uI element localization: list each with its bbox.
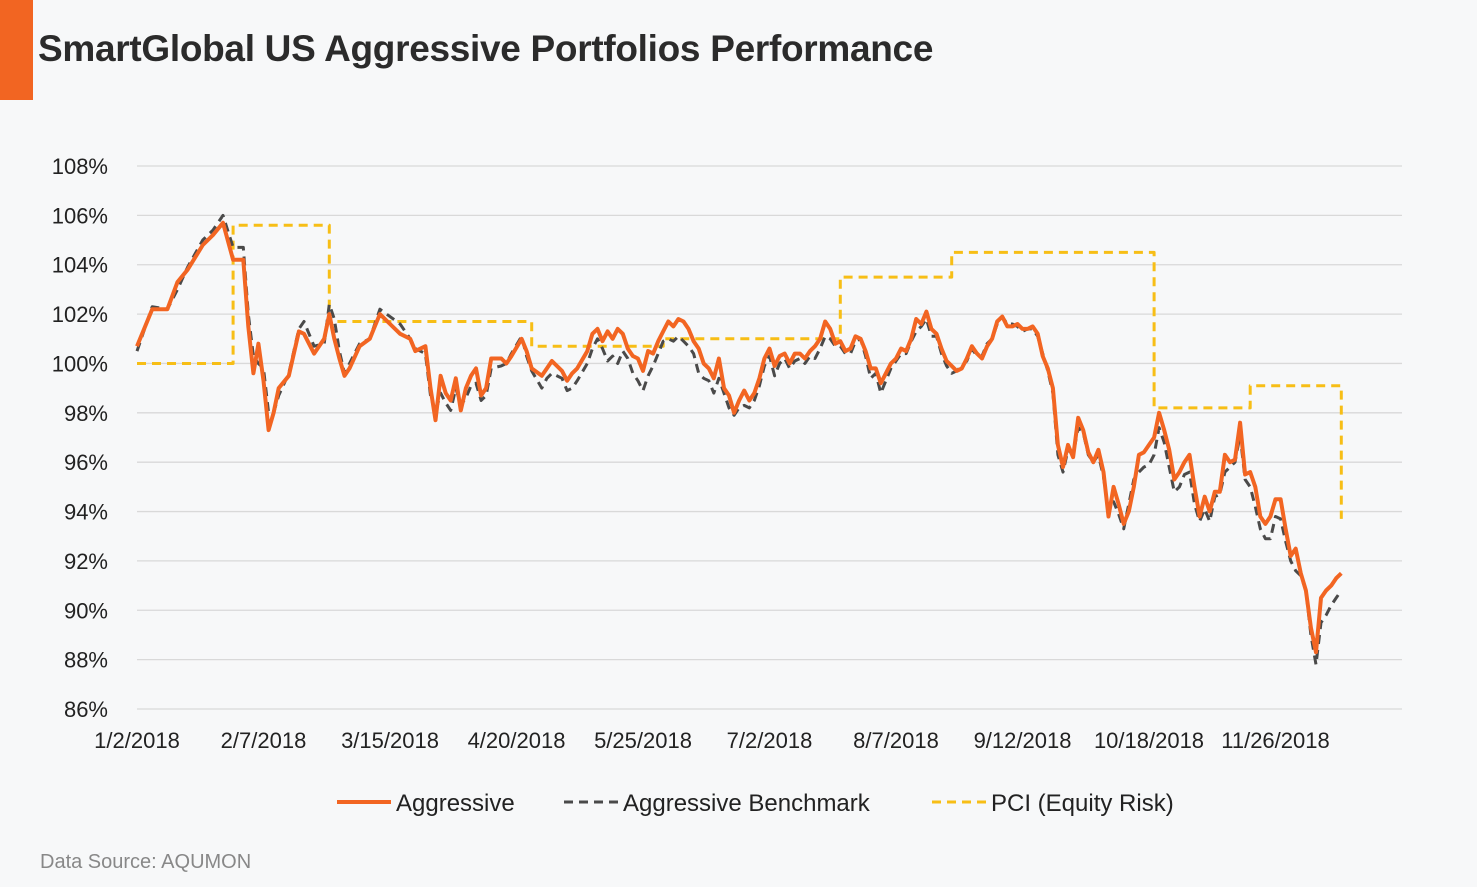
x-tick-label: 9/12/2018 xyxy=(974,728,1072,753)
title-accent-bar xyxy=(0,0,33,100)
x-tick-label: 8/7/2018 xyxy=(853,728,939,753)
y-axis-tick-labels: 86% 88% 90% 92% 94% 96% 98% 100% 102% 104% 106% 108… xyxy=(52,154,108,722)
x-tick-label: 3/15/2018 xyxy=(341,728,439,753)
x-tick-label: 4/20/2018 xyxy=(468,728,566,753)
legend-label: Aggressive xyxy=(396,790,515,817)
x-tick-label: 1/2/2018 xyxy=(94,728,180,753)
x-tick-label: 5/25/2018 xyxy=(594,728,692,753)
legend-label: Aggressive Benchmark xyxy=(623,790,871,817)
legend-label: PCI (Equity Risk) xyxy=(991,790,1174,817)
x-tick-label: 2/7/2018 xyxy=(221,728,307,753)
chart-title: SmartGlobal US Aggressive Portfolios Per… xyxy=(38,28,934,69)
grid-lines xyxy=(137,165,1402,710)
y-tick-label: 108% xyxy=(52,154,108,179)
y-tick-label: 90% xyxy=(64,598,108,623)
legend: Aggressive Aggressive Benchmark PCI (Equit… xyxy=(337,790,1174,817)
series-lines xyxy=(135,213,1343,667)
y-tick-label: 86% xyxy=(64,697,108,722)
series-line-0 xyxy=(135,220,1343,655)
x-tick-label: 7/2/2018 xyxy=(727,728,813,753)
y-tick-label: 92% xyxy=(64,549,108,574)
series-line-2 xyxy=(137,223,1343,519)
y-tick-label: 96% xyxy=(64,450,108,475)
y-tick-label: 98% xyxy=(64,401,108,426)
y-tick-label: 104% xyxy=(52,253,108,278)
y-tick-label: 94% xyxy=(64,500,108,525)
data-source-note: Data Source: AQUMON xyxy=(40,851,252,873)
y-tick-label: 100% xyxy=(52,351,108,376)
x-tick-label: 10/18/2018 xyxy=(1094,728,1204,753)
y-tick-label: 88% xyxy=(64,648,108,673)
line-chart: 86% 88% 90% 92% 94% 96% 98% 100% 102% 104% 106% 108… xyxy=(52,154,1402,817)
x-tick-label: 11/26/2018 xyxy=(1221,728,1329,753)
y-tick-label: 102% xyxy=(52,302,108,327)
series-line-1 xyxy=(135,213,1343,667)
x-axis-tick-labels: 1/2/2018 2/7/2018 3/15/2018 4/20/2018 5/25/2… xyxy=(94,728,1330,753)
y-tick-label: 106% xyxy=(52,203,108,228)
